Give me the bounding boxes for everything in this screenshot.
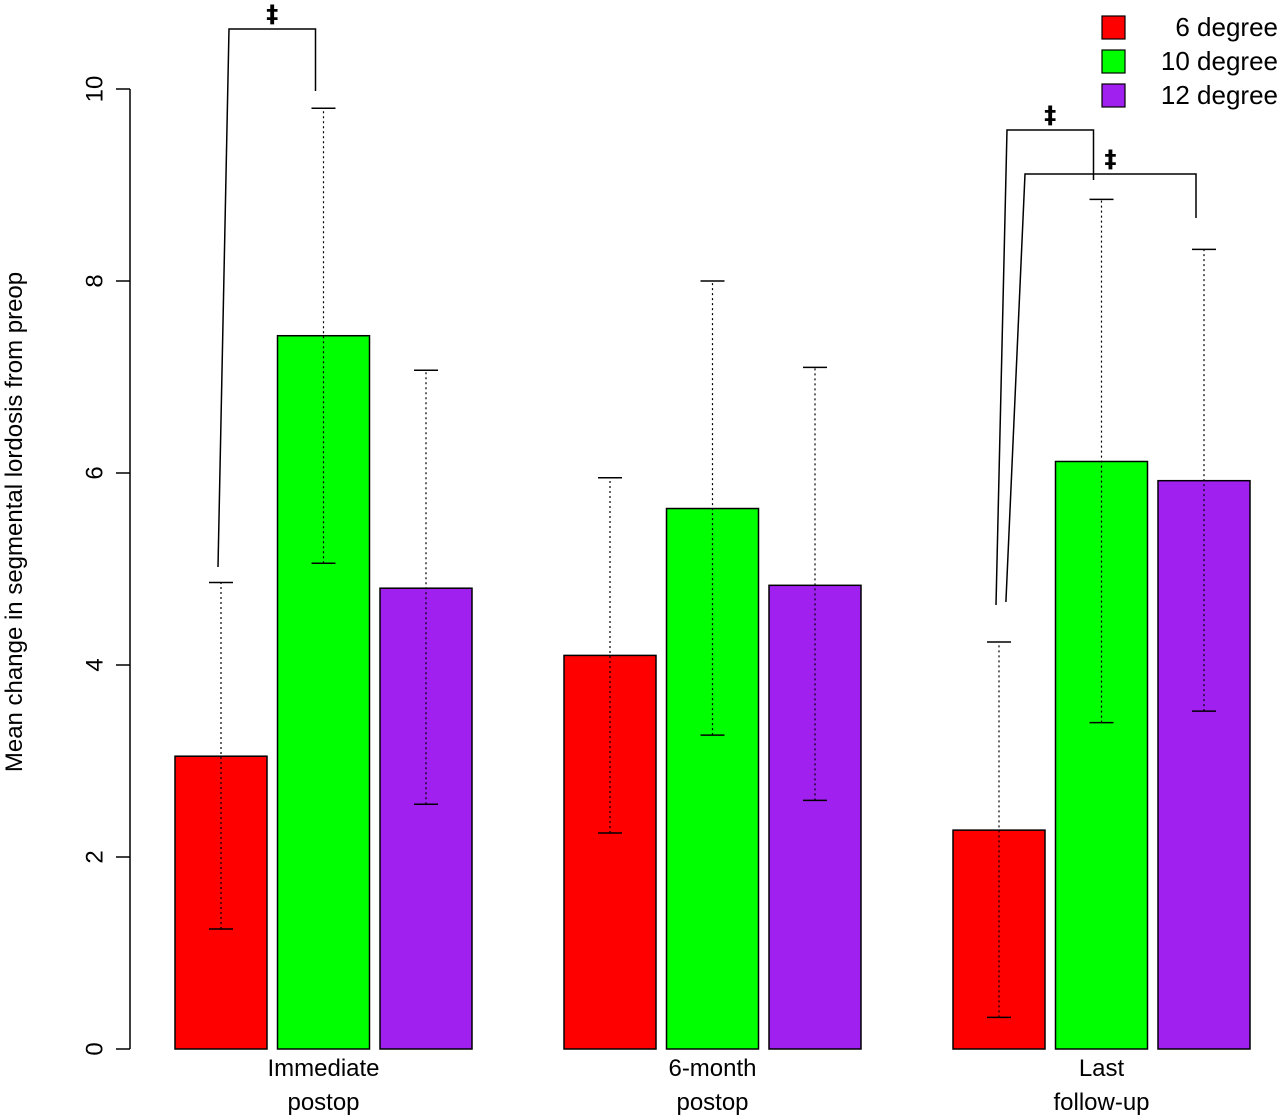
error-bars-layer: [209, 107, 1216, 1019]
y-tick-label: 10: [81, 76, 108, 103]
x-tick-label: follow-up: [1053, 1089, 1149, 1116]
y-tick-label: 8: [81, 274, 108, 287]
legend-swatch: [1101, 83, 1126, 108]
significance-marker: ‡: [1044, 101, 1056, 129]
significance-marker: ‡: [1105, 145, 1117, 173]
y-axis-label: Mean change in segmental lordosis from p…: [1, 272, 28, 772]
bar: [379, 587, 473, 1050]
bar: [563, 654, 657, 1050]
bar: [1054, 460, 1149, 1050]
legend: 6 degree 10 degree 12 degree: [1101, 12, 1278, 110]
bars-layer: [174, 334, 1251, 1050]
legend-label: 12 degree: [1161, 80, 1278, 110]
x-tick-label: 6-month: [668, 1055, 756, 1082]
y-axis: 0 2 4 6 8 10: [81, 76, 131, 1056]
significance-bracket: [1005, 173, 1197, 603]
bar: [1157, 479, 1251, 1050]
legend-label: 10 degree: [1161, 46, 1278, 76]
bar: [768, 584, 862, 1050]
x-tick-label: Immediate: [267, 1055, 379, 1082]
y-tick-label: 2: [81, 850, 108, 863]
legend-swatch: [1101, 49, 1126, 74]
legend-label: 6 degree: [1175, 12, 1278, 42]
bar: [276, 334, 371, 1050]
significance-bracket: [217, 28, 317, 568]
x-tick-label: postop: [676, 1089, 748, 1116]
x-tick-label: postop: [287, 1089, 359, 1116]
legend-swatch: [1101, 15, 1126, 40]
y-tick-label: 4: [81, 658, 108, 671]
x-axis-labels: Immediate postop 6-month postop Last follow-u…: [267, 1055, 1149, 1116]
y-tick-label: 6: [81, 466, 108, 479]
significance-brackets: ‡ ‡ ‡: [217, 0, 1197, 606]
y-tick-label: 0: [81, 1042, 108, 1055]
significance-marker: ‡: [266, 0, 278, 28]
x-tick-label: Last: [1079, 1055, 1125, 1082]
significance-bracket: [995, 129, 1095, 606]
